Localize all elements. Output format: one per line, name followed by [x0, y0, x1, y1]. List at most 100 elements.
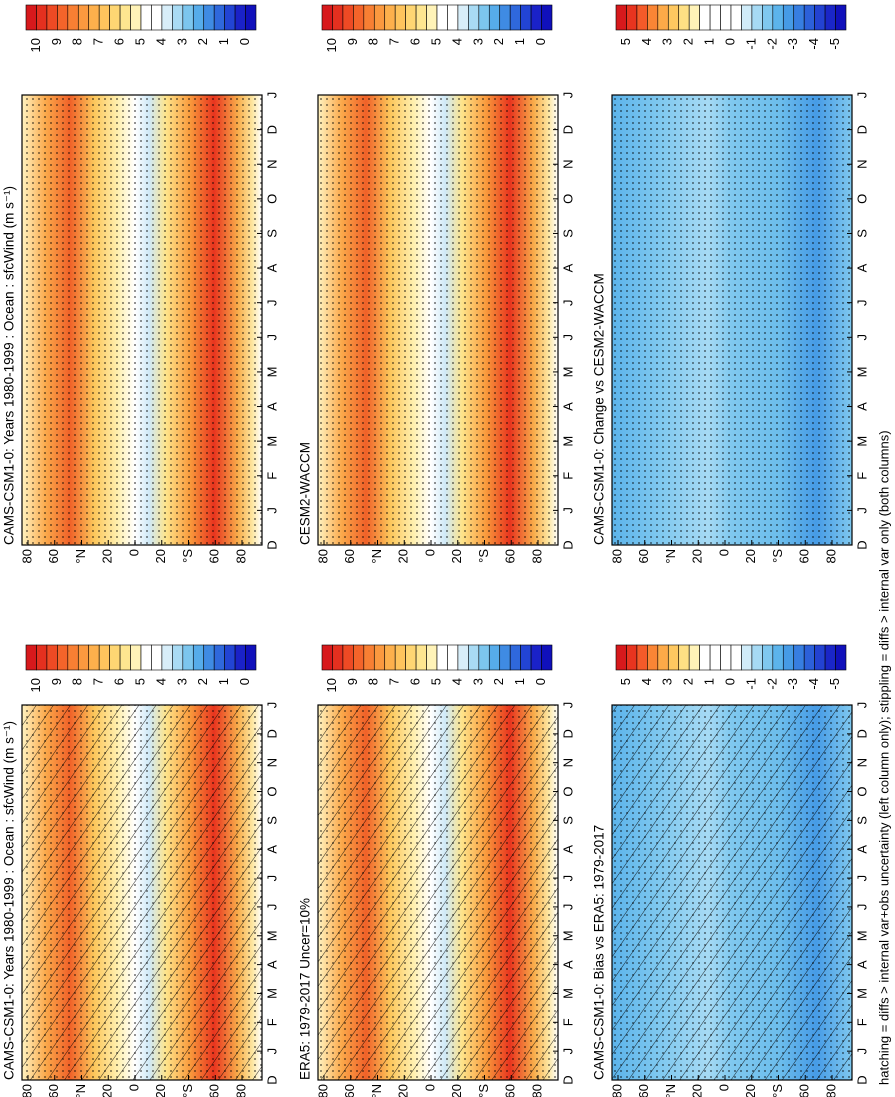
lat-label: °N [369, 1084, 384, 1097]
month-label: D [854, 125, 869, 134]
colorbar-box [245, 644, 257, 671]
month-label: O [854, 194, 869, 204]
colorbar-label: 2 [195, 38, 210, 45]
colorbar-label: 2 [195, 678, 210, 685]
colorbar-box [151, 644, 163, 671]
colorbar-box [793, 4, 805, 31]
month-label: F [264, 1018, 279, 1026]
colorbar-box [373, 644, 386, 671]
plot-frame [611, 94, 853, 546]
month-label: D [560, 125, 575, 134]
colorbar-label: 9 [345, 38, 360, 45]
colorbar-box [457, 644, 469, 671]
colorbar-box [67, 4, 79, 31]
colorbar-label: 0 [722, 38, 737, 45]
colorbar-box [203, 644, 215, 671]
colorbar-box [478, 644, 490, 671]
colorbar-label: -2 [764, 38, 779, 50]
lat-label: 80 [315, 549, 330, 563]
month-label: M [264, 988, 279, 999]
colorbar-box [405, 4, 417, 31]
month-label: A [854, 960, 869, 969]
colorbar-box [541, 4, 553, 31]
colorbar-box [709, 4, 721, 31]
colorbar-box [234, 644, 246, 671]
colorbar-label: 6 [408, 38, 423, 45]
colorbar-label: 10 [28, 678, 43, 692]
colorbar-box [488, 4, 501, 31]
colorbar-box [77, 4, 90, 31]
hatching [612, 705, 852, 1080]
lat-label: 20 [690, 549, 705, 563]
colorbar-box [667, 4, 680, 31]
colorbar-label: 4 [153, 678, 168, 685]
month-label: A [854, 845, 869, 854]
month-label: N [560, 758, 575, 767]
colorbar-box [88, 644, 100, 671]
colorbar-box [98, 644, 110, 671]
lat-label: 60 [797, 549, 812, 563]
colorbar-label: 4 [639, 38, 654, 45]
colorbar-box [353, 644, 365, 671]
month-label: J [264, 92, 279, 99]
month-label: O [560, 194, 575, 204]
month-label: J [264, 875, 279, 882]
colorbar-label: 3 [660, 38, 675, 45]
month-label: D [854, 1075, 869, 1084]
lat-label: °S [180, 549, 195, 563]
colorbar-label: 0 [237, 38, 252, 45]
colorbar-box [499, 4, 511, 31]
month-label: J [560, 875, 575, 882]
colorbar-label: 1 [512, 678, 527, 685]
month-label: D [264, 540, 279, 549]
colorbar-label: -5 [827, 678, 842, 690]
lat-label: 0 [422, 1084, 437, 1091]
colorbar-label: 7 [387, 38, 402, 45]
colorbar-label: 7 [91, 38, 106, 45]
month-label: A [854, 402, 869, 411]
colorbar-box [814, 4, 826, 31]
month-label: J [854, 334, 869, 341]
colorbar-box [688, 4, 700, 31]
month-label: J [264, 1048, 279, 1055]
colorbar-label: 3 [660, 678, 675, 685]
colorbar-box [88, 4, 100, 31]
month-label: J [854, 875, 869, 882]
colorbar-label: 5 [132, 38, 147, 45]
colorbar-box [835, 4, 847, 31]
lat-label: 20 [153, 549, 168, 563]
colorbar-box [447, 644, 459, 671]
month-label: J [560, 507, 575, 514]
month-label: M [854, 436, 869, 447]
panel-title: CAMS-CSM1-0: Bias vs ERA5: 1979-2017 [592, 825, 607, 1080]
colorbar-box [657, 644, 669, 671]
month-label: O [264, 194, 279, 204]
colorbar-box [720, 644, 732, 671]
month-label: D [854, 729, 869, 738]
colorbar-box [363, 644, 375, 671]
lat-label: 60 [207, 1084, 222, 1097]
colorbar-box [772, 4, 784, 31]
month-label: J [560, 1048, 575, 1055]
colorbar-box [509, 4, 521, 31]
month-label: O [264, 786, 279, 796]
lat-label: °N [663, 1084, 678, 1097]
colorbar-box [436, 4, 448, 31]
colorbar-label: 9 [49, 678, 64, 685]
colorbar-box [426, 4, 438, 31]
lat-label: °S [770, 1084, 785, 1097]
lat-label: 80 [609, 549, 624, 563]
colorbar-label: 10 [28, 38, 43, 52]
colorbar-box [57, 644, 69, 671]
month-label: J [264, 507, 279, 514]
plot-frame [21, 94, 263, 546]
colorbar-box [245, 4, 257, 31]
colorbar-box [130, 4, 142, 31]
colorbar-label: 3 [470, 38, 485, 45]
colorbar-box [384, 644, 396, 671]
month-label: N [264, 758, 279, 767]
colorbar-label: 8 [366, 38, 381, 45]
colorbar-box [36, 644, 48, 671]
colorbar-label: 5 [428, 38, 443, 45]
lat-label: 60 [46, 549, 61, 563]
